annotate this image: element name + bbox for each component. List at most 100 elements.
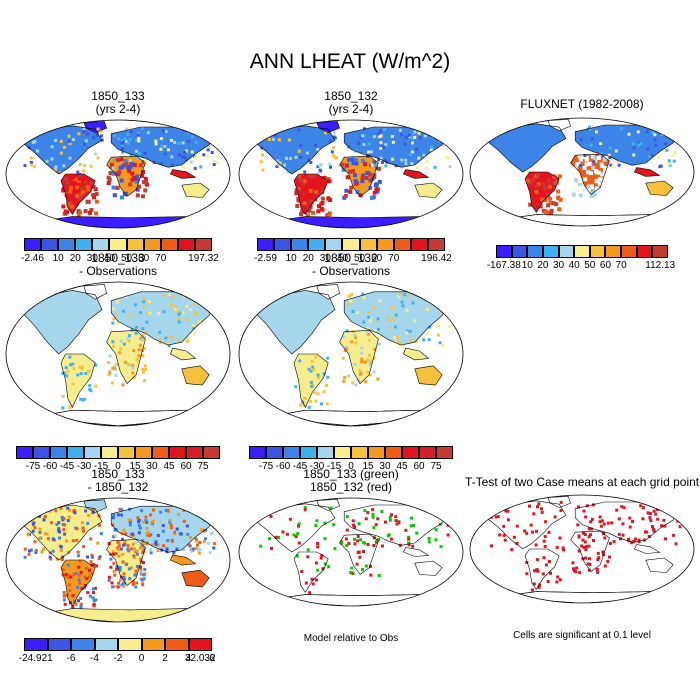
grid-cell (116, 513, 120, 517)
coastline (254, 290, 336, 355)
grid-cell (390, 306, 394, 310)
grid-cell (369, 564, 372, 568)
grid-cell (67, 134, 71, 138)
coastline (106, 329, 146, 385)
grid-cell (77, 578, 81, 582)
grid-cell (142, 577, 146, 581)
grid-cell (68, 156, 72, 160)
grid-cell (215, 161, 219, 165)
continent-samerica (294, 354, 329, 408)
grid-cell (317, 171, 321, 175)
grid-cell (617, 160, 620, 164)
grid-cell (353, 158, 358, 162)
grid-cell (135, 552, 139, 556)
grid-cell (126, 132, 130, 136)
grid-cell (636, 130, 640, 134)
grid-cell (634, 537, 638, 541)
grid-cell (364, 360, 368, 364)
grid-cell (323, 562, 327, 566)
grid-cell (353, 537, 356, 541)
grid-cell (546, 580, 550, 583)
grid-cell (112, 561, 116, 565)
grid-cell (534, 184, 539, 189)
coastline (21, 504, 103, 561)
grid-cell (169, 523, 173, 527)
grid-cell (23, 555, 27, 559)
continent-samerica (61, 560, 96, 607)
continent-eurasia (344, 127, 449, 168)
grid-cell (157, 312, 161, 316)
grid-cell (51, 537, 55, 541)
grid-cell (674, 542, 678, 546)
continent-greenland (547, 496, 571, 508)
grid-cell (596, 558, 600, 562)
colorbar-tick-label: 70 (615, 260, 627, 271)
grid-cell (332, 145, 336, 149)
grid-cell (55, 523, 59, 526)
grid-cell (374, 163, 378, 167)
panel-1850-133: 1850_133 (yrs 2-4) -2.46 10 20 30 40 50 60 70 19… (3, 90, 233, 264)
grid-cell (608, 541, 612, 545)
grid-cell (177, 317, 181, 321)
grid-cell (297, 128, 301, 132)
colorbar-box (291, 238, 309, 251)
grid-cell (562, 548, 565, 552)
grid-cell (142, 370, 146, 374)
grid-cell (380, 544, 384, 548)
grid-cell (602, 522, 606, 526)
colorbar-box (118, 446, 135, 459)
grid-cell (540, 510, 544, 514)
grid-cell (275, 165, 279, 168)
grid-cell (409, 524, 413, 528)
grid-cell (369, 361, 373, 365)
panel-fluxnet: FLUXNET (1982-2008) -167.38 10 20 30 40 50 60 7… (467, 98, 697, 271)
grid-cell (82, 130, 86, 134)
grid-cell (370, 163, 374, 167)
grid-cell (307, 208, 312, 213)
colorbar-box (385, 446, 402, 459)
colorbar-tick-label: 60 (371, 253, 383, 264)
grid-cell (322, 390, 326, 394)
grid-cell (602, 166, 607, 170)
grid-cell (62, 145, 66, 149)
grid-cell (377, 179, 382, 184)
grid-cell (309, 400, 313, 403)
grid-cell (72, 509, 76, 513)
grid-cell (122, 585, 126, 588)
grid-cell (206, 302, 210, 306)
grid-cell (326, 356, 330, 360)
grid-cell (333, 547, 337, 551)
grid-cell (388, 326, 392, 330)
grid-cell (353, 182, 358, 186)
grid-cell (637, 141, 641, 145)
grid-cell (137, 354, 141, 358)
grid-cell (308, 591, 312, 595)
grid-cell (142, 297, 146, 301)
grid-cell (353, 525, 357, 529)
grid-cell (354, 383, 358, 387)
colorbar-tick-label: 15 (129, 461, 141, 472)
grid-cell (540, 197, 545, 202)
colorbar-tick-label: 10 (52, 253, 64, 264)
grid-cell (583, 533, 587, 536)
grid-cell (114, 373, 118, 377)
grid-cell (632, 146, 636, 150)
colorbar-tick-label: 10 (285, 253, 297, 264)
grid-cell (51, 549, 55, 553)
grid-cell (305, 151, 309, 155)
colorbar-tick-label: 30 (319, 253, 331, 264)
grid-cell (653, 133, 657, 137)
grid-cell (92, 599, 96, 603)
grid-cell (332, 135, 336, 139)
grid-cell (376, 317, 380, 321)
coastline (485, 500, 567, 550)
continent-seasia (403, 169, 429, 179)
continent-australia (181, 365, 210, 386)
colorbar-tick-label: 30 (146, 461, 158, 472)
grid-cell (360, 175, 365, 180)
world-map (5, 497, 231, 623)
grid-cell (82, 545, 86, 549)
grid-cell (342, 379, 346, 383)
grid-cell (376, 517, 380, 521)
grid-cell (384, 164, 388, 168)
